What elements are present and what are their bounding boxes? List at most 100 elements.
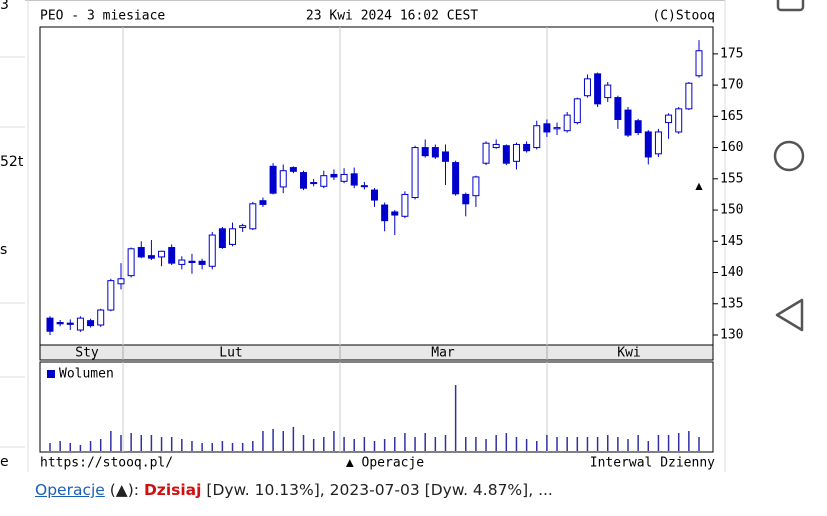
candle-body (675, 108, 683, 133)
y-tick-label: 155 (720, 171, 743, 186)
candle-body (188, 260, 196, 264)
nav-home[interactable] (773, 140, 805, 172)
candle-body (289, 167, 297, 172)
candle-body (300, 172, 308, 189)
candle-body (654, 131, 662, 155)
timestamp: 23 Kwi 2024 16:02 CEST (306, 9, 478, 24)
y-tick-label: 135 (720, 296, 743, 311)
candle-body (472, 176, 480, 197)
candle-body (279, 170, 287, 188)
nav-recents[interactable] (776, 0, 805, 12)
marker: ▲ (695, 179, 703, 193)
candle-body (462, 193, 470, 205)
candle-body (178, 259, 186, 265)
candle-body (320, 175, 328, 187)
candle-body (310, 182, 318, 185)
candle-body (411, 147, 419, 199)
candle-body (492, 143, 500, 149)
y-tick-label: 160 (720, 140, 743, 155)
candle-body (452, 162, 460, 195)
price-panel (39, 26, 714, 346)
edge-text: 3 (0, 0, 9, 13)
candle-body (634, 120, 642, 134)
candle-body (441, 151, 449, 162)
candle-body (127, 248, 135, 277)
candle-body (229, 228, 237, 245)
candle-body (583, 78, 591, 97)
edge-text: 52t (0, 154, 24, 170)
left-edge (0, 56, 25, 448)
candle-body (239, 225, 247, 229)
candle-body (259, 200, 267, 205)
nav-back[interactable] (775, 298, 804, 332)
month-label: Kwi (617, 346, 640, 361)
candle-body (695, 50, 703, 77)
month-band (39, 344, 714, 361)
edge-text: s (0, 242, 7, 258)
candle-body (512, 143, 520, 162)
candle-body (624, 109, 632, 136)
y-tick-label: 175 (720, 46, 743, 61)
candle-body (644, 131, 652, 158)
volume-panel (39, 361, 714, 453)
candle-body (614, 97, 622, 120)
candle-body (46, 317, 54, 332)
y-tick-label: 165 (720, 109, 743, 124)
candle-body (573, 98, 581, 124)
candle-body (604, 84, 612, 99)
source: (C)Stooq (652, 9, 715, 24)
candle-body (350, 173, 358, 186)
note-today: Dzisiaj (143, 481, 202, 499)
edge-text: e (0, 454, 9, 470)
candle-body (553, 127, 561, 130)
candle-body (340, 173, 348, 182)
candle-body (533, 125, 541, 149)
footer-operations: ▲ Operacje (346, 456, 424, 471)
operations-link[interactable]: Operacje (35, 481, 105, 499)
y-tick-label: 170 (720, 78, 743, 93)
candle-body (137, 247, 145, 258)
legend-swatch (47, 370, 55, 378)
candle-body (97, 309, 105, 326)
candle-body (76, 317, 84, 331)
candle-body (330, 173, 338, 178)
candle-body (594, 73, 602, 105)
legend-label: Wolumen (59, 367, 114, 382)
month-label: Lut (219, 346, 242, 361)
candle-body (158, 250, 166, 258)
footer-interval: Interwal Dzienny (590, 456, 715, 471)
candle-body (107, 280, 115, 311)
candle-body (198, 260, 206, 265)
candle-body (391, 211, 399, 216)
y-tick-label: 145 (720, 234, 743, 249)
candle-body (665, 114, 673, 124)
candle-body (563, 114, 571, 132)
candle-body (117, 278, 125, 285)
candle-body (401, 193, 409, 217)
candle-body (66, 322, 74, 325)
note-rest: [Dyw. 10.13%], 2023-07-03 [Dyw. 4.87%], … (206, 481, 553, 499)
candle-body (371, 189, 378, 201)
candle-body (218, 228, 226, 249)
y-tick-label: 140 (720, 265, 743, 280)
y-tick-label: 150 (720, 203, 743, 218)
candle-body (543, 123, 551, 133)
candle-body (360, 185, 368, 188)
candle-body (249, 203, 257, 230)
note-line: Operacje (▲): Dzisiaj [Dyw. 10.13%], 202… (35, 481, 553, 499)
chart-title: PEO - 3 miesiace (40, 9, 165, 24)
month-label: Sty (75, 346, 99, 361)
footer-url: https://stooq.pl/ (40, 456, 173, 471)
note-paren: (▲): (109, 481, 139, 499)
candle-body (87, 320, 95, 327)
candle-body (269, 165, 277, 194)
candle-body (147, 255, 155, 259)
candle-body (421, 147, 429, 157)
candle-body (502, 145, 510, 164)
candle-body (431, 147, 439, 158)
candle-body (56, 322, 64, 325)
candle-body (685, 82, 693, 110)
candle-body (482, 142, 490, 164)
